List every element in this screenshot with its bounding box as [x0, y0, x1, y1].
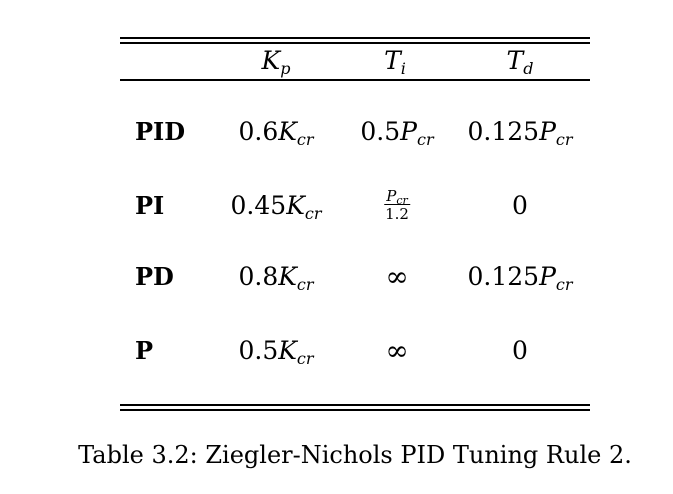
table-bottom-rule-2 — [120, 409, 590, 411]
cell-pi-td: 0 — [512, 191, 528, 220]
cell-pi-ti: Pcr 1.2 — [384, 188, 410, 222]
row-label-pi: PI — [135, 191, 165, 220]
table-top-rule-1 — [120, 37, 590, 39]
cell-pd-kp: 0.8Kcr — [238, 262, 314, 294]
cell-pd-ti: ∞ — [385, 260, 409, 293]
cell-p-kp: 0.5Kcr — [238, 336, 314, 368]
cell-pid-ti: 0.5Pcr — [360, 117, 434, 149]
cell-pid-kp: 0.6Kcr — [238, 117, 314, 149]
row-label-pd: PD — [135, 262, 174, 291]
cell-p-ti: ∞ — [385, 334, 409, 367]
table-bottom-rule-1 — [120, 404, 590, 406]
cell-p-td: 0 — [512, 336, 528, 365]
table-top-rule-2 — [120, 42, 590, 44]
header-kp: Kp — [261, 46, 291, 78]
row-label-pid: PID — [135, 117, 186, 146]
cell-pd-td: 0.125Pcr — [467, 262, 573, 294]
cell-pi-kp: 0.45Kcr — [230, 191, 322, 223]
row-label-p: P — [135, 336, 154, 365]
header-ti: Ti — [384, 46, 406, 78]
fraction: Pcr 1.2 — [384, 187, 410, 223]
table-header-rule — [120, 79, 590, 81]
table-caption: Table 3.2: Ziegler-Nichols PID Tuning Ru… — [78, 441, 632, 469]
cell-pid-td: 0.125Pcr — [467, 117, 573, 149]
header-td: Td — [506, 46, 534, 78]
